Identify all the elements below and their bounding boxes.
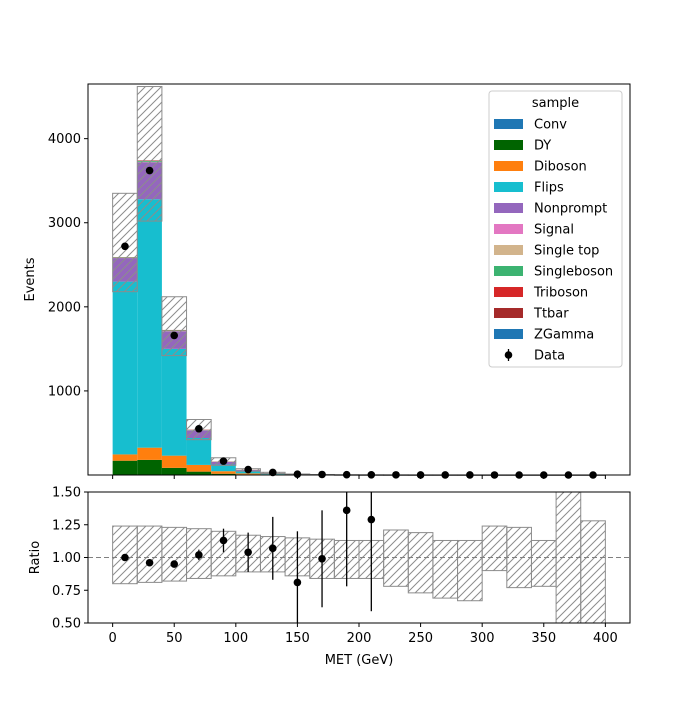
legend-swatch: [494, 308, 523, 318]
ratio-band-bin: [482, 526, 507, 571]
stack-bar-diboson: [211, 471, 236, 474]
ratio-band-bin: [433, 540, 458, 598]
ratio-y-tick-label: 1.50: [52, 486, 81, 501]
x-tick-label: 300: [470, 631, 495, 646]
ratio-band-bin: [137, 526, 162, 582]
legend-swatch: [494, 266, 523, 276]
stack-bar-flips: [137, 199, 162, 447]
legend-swatch: [494, 161, 523, 171]
legend-swatch: [494, 329, 523, 339]
x-axis-label: MET (GeV): [325, 653, 394, 668]
legend-title: sample: [532, 96, 579, 111]
data-point: [170, 332, 178, 340]
x-tick-label: 350: [531, 631, 556, 646]
stack-bar-flips: [162, 349, 187, 456]
legend-swatch: [494, 182, 523, 192]
legend-swatch: [494, 203, 523, 213]
ratio-point: [244, 548, 252, 556]
stack-bar-flips: [187, 438, 212, 465]
ratio-x-ticks: 0 50 100 150 200 250 300 350 400: [108, 623, 617, 646]
uncertainty-band-bin: [162, 297, 187, 356]
legend-label: ZGamma: [534, 328, 594, 343]
legend-label: Singleboson: [534, 265, 613, 280]
stack-bar-flips: [113, 282, 138, 455]
ratio-y-tick-label: 1.25: [52, 518, 81, 533]
legend-swatch: [494, 119, 523, 129]
ratio-band-bin: [384, 530, 409, 586]
ratio-panel: 0.50 0.75 1.00 1.25 1.50 0 50 100 150 200 250 300 3…: [28, 486, 630, 669]
ratio-point: [318, 555, 326, 563]
stack-bar-dy: [162, 468, 187, 475]
y-tick-label: 1000: [48, 384, 81, 399]
legend-label: Flips: [534, 181, 564, 196]
ratio-point: [121, 554, 129, 562]
ratio-band-bin: [531, 540, 556, 586]
data-point: [220, 457, 228, 465]
legend-label: Signal: [534, 223, 574, 238]
ratio-point: [269, 545, 277, 553]
legend-swatch: [494, 224, 523, 234]
ratio-y-tick-label: 1.00: [52, 551, 81, 566]
stack-bar-diboson: [137, 448, 162, 460]
y-tick-label: 2000: [48, 300, 81, 315]
legend: sample Conv DY Diboson Flips Nonprompt Signal…: [489, 91, 622, 367]
data-point: [195, 425, 203, 433]
legend-label: Single top: [534, 244, 599, 259]
x-tick-label: 150: [285, 631, 310, 646]
legend-label: Diboson: [534, 160, 587, 175]
ratio-point: [368, 516, 376, 524]
ratio-band-bin: [581, 521, 606, 623]
x-tick-label: 50: [166, 631, 183, 646]
stack-bar-dy: [137, 460, 162, 475]
data-point: [146, 167, 154, 175]
uncertainty-band-bin: [137, 87, 162, 222]
legend-marker: [505, 351, 513, 359]
ratio-band-bin: [408, 533, 433, 593]
stack-bar-dy: [187, 472, 212, 475]
legend-swatch: [494, 245, 523, 255]
data-point: [121, 242, 129, 250]
ratio-y-tick-label: 0.75: [52, 584, 81, 599]
main-y-ticks: 1000 2000 3000 4000: [48, 132, 88, 399]
stack-bar-diboson: [236, 473, 261, 474]
x-tick-label: 250: [408, 631, 433, 646]
ratio-point: [170, 560, 178, 568]
legend-label: Triboson: [533, 286, 588, 301]
data-point: [318, 471, 326, 479]
ratio-band-bin: [458, 540, 483, 600]
x-tick-label: 200: [347, 631, 372, 646]
y-tick-label: 3000: [48, 216, 81, 231]
x-tick-label: 0: [108, 631, 116, 646]
stack-bar-diboson: [187, 465, 212, 472]
ratio-point: [343, 507, 351, 515]
ratio-band-bin: [162, 527, 187, 581]
legend-label: Nonprompt: [534, 202, 607, 217]
ratio-point: [146, 559, 154, 567]
ratio-y-axis-label: Ratio: [28, 541, 43, 574]
ratio-y-tick-label: 0.50: [52, 617, 81, 632]
stack-bar-diboson: [162, 456, 187, 468]
legend-label: Data: [534, 349, 565, 364]
ratio-band-bin: [507, 527, 532, 587]
ratio-point: [195, 551, 203, 559]
x-tick-label: 100: [223, 631, 248, 646]
legend-swatch: [494, 140, 523, 150]
ratio-y-ticks: 0.50 0.75 1.00 1.25 1.50: [52, 486, 88, 632]
data-point: [244, 466, 252, 474]
main-y-axis-label: Events: [23, 257, 38, 301]
legend-label: Conv: [534, 118, 567, 133]
legend-label: DY: [534, 139, 551, 154]
ratio-point: [220, 537, 228, 545]
ratio-point: [294, 579, 302, 587]
stack-bar-diboson: [113, 454, 138, 460]
legend-swatch: [494, 287, 523, 297]
stack-bar-dy: [113, 461, 138, 475]
legend-label: Ttbar: [533, 307, 569, 322]
x-tick-label: 400: [593, 631, 618, 646]
y-tick-label: 4000: [48, 132, 81, 147]
